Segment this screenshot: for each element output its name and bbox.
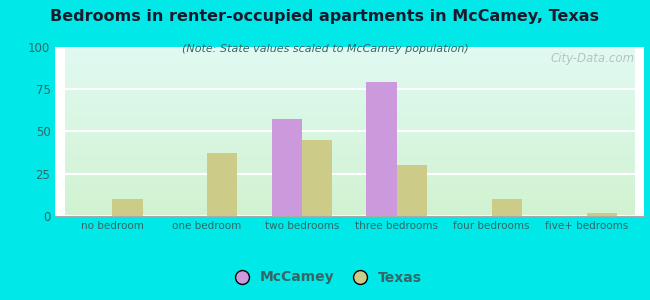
Bar (586, 213, 617, 216)
Text: City-Data.com: City-Data.com (551, 52, 634, 64)
Bar (207, 153, 237, 216)
Bar (272, 119, 302, 216)
Bar (367, 82, 396, 216)
Bar (112, 199, 142, 216)
Legend: McCamey, Texas: McCamey, Texas (223, 265, 427, 290)
Bar (396, 165, 427, 216)
Bar (491, 199, 522, 216)
Text: Bedrooms in renter-occupied apartments in McCamey, Texas: Bedrooms in renter-occupied apartments i… (51, 9, 599, 24)
Bar (302, 140, 332, 216)
Text: (Note: State values scaled to McCamey population): (Note: State values scaled to McCamey po… (181, 44, 469, 53)
